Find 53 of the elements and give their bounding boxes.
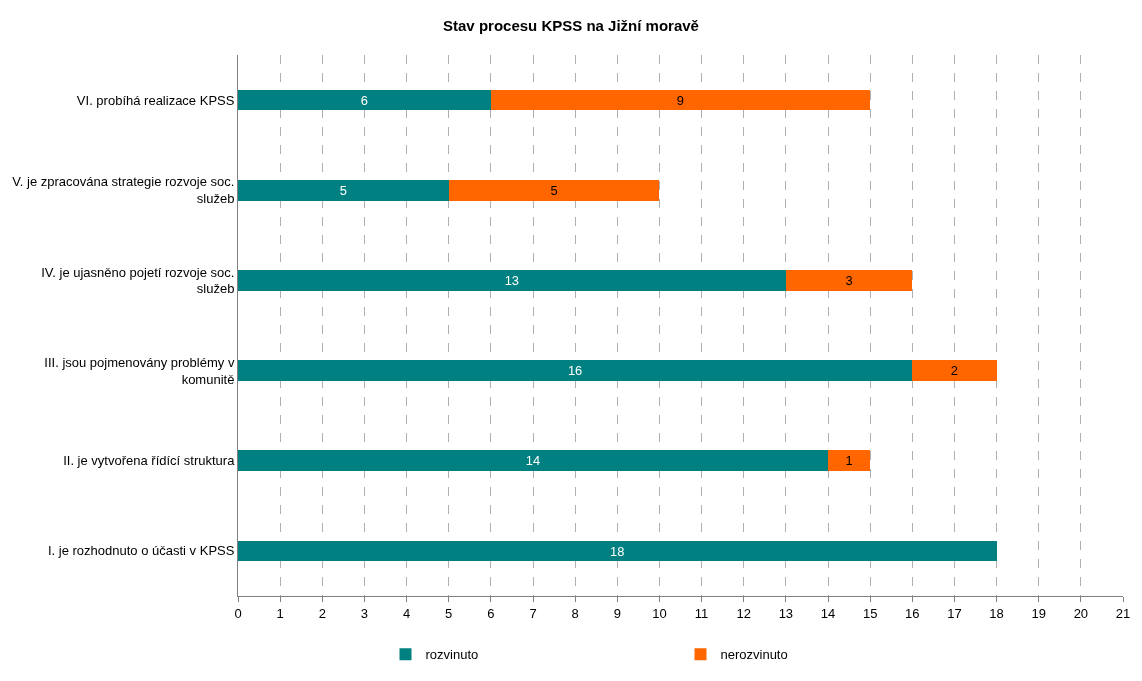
bar: [448, 179, 660, 201]
y-tick-label: VI. probíhá realizace KPSS: [76, 92, 235, 108]
bar: [238, 179, 449, 201]
bar: [238, 89, 491, 111]
x-tick-label: 5: [445, 605, 453, 621]
data-label: 2: [950, 363, 958, 379]
x-tick-label: 17: [947, 605, 962, 621]
x-tick-label: 18: [989, 605, 1004, 621]
bar: [238, 540, 997, 562]
bar: [490, 89, 871, 111]
x-tick-label: 2: [318, 605, 326, 621]
x-tick-label: 16: [905, 605, 920, 621]
x-tick-label: 13: [778, 605, 794, 621]
bar: [238, 450, 828, 472]
x-tick-label: 3: [360, 605, 369, 621]
data-label: 5: [550, 182, 558, 198]
data-label: 16: [567, 363, 583, 379]
bar: [912, 360, 997, 381]
data-label: 1: [845, 453, 853, 469]
x-tick-label: 7: [529, 605, 537, 621]
bar: [238, 360, 913, 381]
bar: [828, 450, 871, 472]
x-tick-label: 4: [402, 605, 411, 621]
x-tick-label: 19: [1031, 605, 1046, 621]
x-tick-label: 0: [234, 605, 242, 621]
x-tick-label: 9: [613, 605, 621, 621]
x-tick-label: 6: [487, 605, 495, 621]
bar: [785, 270, 913, 291]
x-tick-label: 1: [276, 605, 284, 621]
legend-label: nerozvinuto: [720, 647, 788, 663]
x-tick-label: 21: [1115, 605, 1131, 621]
y-tick-label: IV. je ujasněno pojetí rozvoje soc. služeb: [41, 264, 235, 297]
x-tick-label: 10: [652, 605, 667, 621]
x-tick-label: 11: [694, 605, 709, 621]
data-label: 14: [525, 453, 541, 469]
y-tick-label: I. je rozhodnuto o účasti v KPSS: [47, 543, 235, 559]
x-tick-label: 8: [571, 605, 579, 621]
y-tick-label: II. je vytvořena řídící struktura: [63, 453, 236, 469]
data-label: 5: [339, 182, 347, 198]
legend-label: rozvinuto: [425, 647, 479, 663]
chart-title: Stav procesu KPSS na Jižní moravě: [443, 16, 699, 34]
data-label: 6: [360, 92, 368, 108]
x-tick-label: 14: [820, 605, 836, 621]
bar: [238, 270, 786, 291]
data-label: 9: [676, 92, 684, 108]
y-tick-label: III. jsou pojmenovány problémy v komunitě: [44, 354, 235, 387]
data-label: 3: [845, 273, 853, 289]
x-tick-label: 12: [736, 605, 751, 621]
y-tick-label: V. je zpracována strategie rozvoje soc. služeb: [12, 174, 235, 207]
data-label: 13: [504, 273, 519, 289]
x-tick-label: 15: [862, 605, 878, 621]
data-label: 18: [610, 543, 625, 559]
x-tick-label: 20: [1073, 605, 1089, 621]
